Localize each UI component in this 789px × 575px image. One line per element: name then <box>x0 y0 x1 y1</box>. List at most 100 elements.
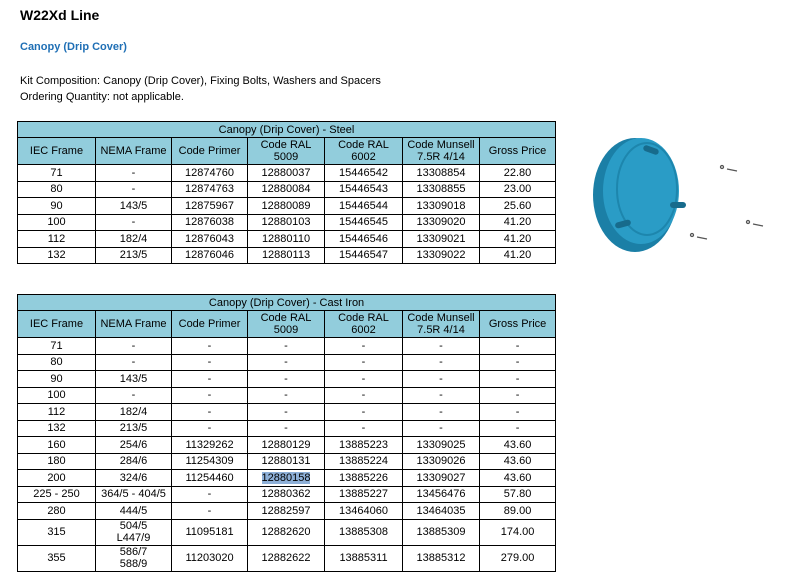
table-cell: 15446547 <box>324 246 403 264</box>
table-cell: - <box>478 337 557 355</box>
table-cell: 43.60 <box>478 452 557 470</box>
kit-composition: Kit Composition: Canopy (Drip Cover), Fi… <box>20 75 381 87</box>
table-row: 80-12874763 12880084 15446543 13308855 23.00 <box>17 180 556 198</box>
table-cell: - <box>95 213 172 231</box>
ordering-quantity: Ordering Quantity: not applicable. <box>20 91 184 103</box>
table-cell: - <box>324 353 403 371</box>
table-cell: 43.60 <box>478 469 557 487</box>
table-cell: 15446542 <box>324 164 403 182</box>
table-cell: - <box>171 403 248 421</box>
table-row: 280 444/5-12882597 13464060 13464035 89.00 <box>17 502 557 520</box>
table-row: 132 213/5- - - - - <box>17 419 557 437</box>
table-cell: - <box>478 370 557 388</box>
table-cell: - <box>402 419 480 437</box>
table-cell: 112 <box>17 403 96 421</box>
table-cell: 12882597 <box>247 502 325 520</box>
table-cell: - <box>324 337 403 355</box>
column-header: Code Primer <box>171 137 248 165</box>
table-cell: 71 <box>17 337 96 355</box>
table-cell: 112 <box>17 230 96 248</box>
canopy-drip-cover-product-icon <box>585 125 775 260</box>
table-cell: 13309018 <box>402 197 480 215</box>
table-cell: - <box>478 419 557 437</box>
table-cell: 100 <box>17 213 96 231</box>
table-cell: - <box>402 337 480 355</box>
table-cell: - <box>478 403 557 421</box>
cast-iron-table: Canopy (Drip Cover) - Cast Iron IEC Frame… <box>16 294 557 572</box>
table-row: 200 324/6 11254460 12880158 13885226 13309027… <box>17 469 557 487</box>
table-row: 225 - 250 364/5 - 404/5-12880362 13885227 1… <box>17 485 557 503</box>
table-cell: - <box>478 353 557 371</box>
table-cell: 12876046 <box>171 246 248 264</box>
table-cell: 12880103 <box>247 213 325 231</box>
table-cell: - <box>247 353 325 371</box>
table-cell: 89.00 <box>478 502 557 520</box>
table-cell: 13308854 <box>402 164 480 182</box>
table-cell: 12880362 <box>247 485 325 503</box>
selected-text: 12880158 <box>261 471 311 484</box>
table-cell: - <box>402 370 480 388</box>
steel-table: Canopy (Drip Cover) - Steel IEC Frame NEMA… <box>17 121 556 264</box>
table-title: Canopy (Drip Cover) - Cast Iron <box>16 294 557 311</box>
table-cell: 586/7 588/9 <box>95 544 172 572</box>
table-cell: - <box>95 180 172 198</box>
table-cell: 13464060 <box>324 502 403 520</box>
table-row: 71-12874760 12880037 15446542 13308854 22.80 <box>17 164 556 182</box>
table-cell: 444/5 <box>95 502 172 520</box>
table-cell: 41.20 <box>479 246 556 264</box>
table-cell: 143/5 <box>95 370 172 388</box>
table-cell: - <box>247 403 325 421</box>
table-cell: - <box>171 502 248 520</box>
table-cell: 13309027 <box>402 469 480 487</box>
table-cell: 90 <box>17 197 96 215</box>
subtitle: Canopy (Drip Cover) <box>20 41 127 53</box>
table-cell: 13885226 <box>324 469 403 487</box>
table-cell: - <box>402 386 480 404</box>
table-cell: 213/5 <box>95 419 172 437</box>
table-cell: 41.20 <box>479 213 556 231</box>
table-row: 80- - - - - - <box>17 353 557 371</box>
table-cell: 12880113 <box>247 246 325 264</box>
column-header: Code RAL 6002 <box>324 310 403 338</box>
table-cell: 315 <box>17 518 96 546</box>
table-cell: - <box>171 370 248 388</box>
table-cell: 13309021 <box>402 230 480 248</box>
table-cell: 213/5 <box>95 246 172 264</box>
table-cell: 13885227 <box>324 485 403 503</box>
table-cell: 12880089 <box>247 197 325 215</box>
column-header: Code RAL 5009 <box>247 310 325 338</box>
table-cell: - <box>95 164 172 182</box>
table-cell: 12880037 <box>247 164 325 182</box>
page-title: W22Xd Line <box>20 7 100 23</box>
table-cell: - <box>478 386 557 404</box>
table-cell: 71 <box>17 164 96 182</box>
table-cell: - <box>402 353 480 371</box>
table-cell: 324/6 <box>95 469 172 487</box>
table-row: 71- - - - - - <box>17 337 557 355</box>
table-cell: 11254309 <box>171 452 248 470</box>
column-header: Gross Price <box>478 310 557 338</box>
table-cell: 15446545 <box>324 213 403 231</box>
table-cell: 12882622 <box>247 544 325 572</box>
table-cell: 12874763 <box>171 180 248 198</box>
table-cell: 12880084 <box>247 180 325 198</box>
table-cell: - <box>247 370 325 388</box>
column-header: IEC Frame <box>17 310 96 338</box>
table-cell: - <box>95 386 172 404</box>
table-cell: 12880158 <box>247 469 325 487</box>
table-cell: 13885311 <box>324 544 403 572</box>
table-cell: 11095181 <box>171 518 248 546</box>
table-cell: 12875967 <box>171 197 248 215</box>
table-cell: - <box>247 337 325 355</box>
table-cell: - <box>324 370 403 388</box>
table-title: Canopy (Drip Cover) - Steel <box>17 121 556 138</box>
table-cell: 280 <box>17 502 96 520</box>
table-cell: 15446546 <box>324 230 403 248</box>
table-cell: 13885308 <box>324 518 403 546</box>
table-row: 180 284/6 11254309 12880131 13885224 13309026… <box>17 452 557 470</box>
table-cell: 90 <box>17 370 96 388</box>
table-cell: - <box>324 403 403 421</box>
table-cell: 132 <box>17 246 96 264</box>
table-cell: - <box>247 419 325 437</box>
table-cell: 13885224 <box>324 452 403 470</box>
